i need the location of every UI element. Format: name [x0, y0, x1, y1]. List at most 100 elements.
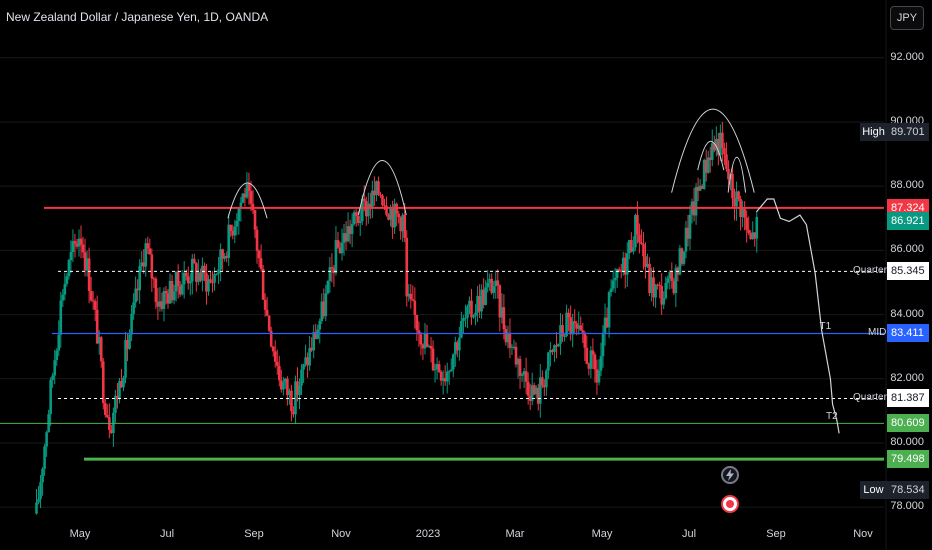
candle-body [731, 173, 734, 199]
x-tick-label: Sep [766, 528, 786, 540]
candle-body [369, 203, 372, 209]
candle-body [379, 194, 382, 196]
candle-body [599, 356, 603, 371]
candle-body [559, 325, 562, 344]
candle-body [557, 343, 560, 347]
candle-body [273, 351, 277, 362]
candle-body [520, 374, 524, 376]
currency-button[interactable]: JPY [890, 6, 924, 30]
candle-body [197, 272, 200, 282]
candle-body [538, 377, 542, 404]
candle-body [490, 278, 494, 293]
candle-body [106, 414, 109, 418]
candle-body [144, 243, 148, 267]
candle-body [377, 181, 380, 195]
target-annotation: T2 [826, 411, 838, 423]
candle-body [290, 390, 293, 412]
candle-body [492, 286, 496, 293]
candle-body [160, 301, 164, 309]
candle-body [634, 215, 637, 248]
candle-body [686, 227, 690, 239]
candle-body [255, 229, 259, 251]
event-marker-icon[interactable] [721, 495, 739, 513]
candle-body [399, 217, 402, 232]
candle-body [700, 185, 704, 189]
candle-body [213, 274, 216, 283]
level-label: MID [868, 327, 887, 339]
candle-body [184, 272, 188, 277]
candle-body [684, 227, 688, 252]
x-tick-label: Sep [244, 528, 264, 540]
candle-body [528, 395, 532, 401]
candle-body [601, 332, 605, 357]
candle-body [563, 336, 566, 338]
candle-body [83, 252, 87, 271]
candle-body [419, 334, 423, 345]
candle-body [619, 270, 623, 272]
candle-body [340, 242, 344, 254]
candle-body [41, 468, 44, 483]
candle-body [172, 291, 176, 301]
candle-body [132, 302, 135, 314]
candle-body [506, 332, 510, 343]
candle-body [439, 371, 443, 381]
candle-body [101, 361, 105, 404]
candle-body [672, 280, 676, 294]
candle-body [263, 299, 267, 310]
candle-body [352, 212, 356, 224]
candle-body [168, 280, 172, 304]
candle-body [664, 283, 668, 299]
candle-body [180, 284, 184, 295]
candle-body [745, 217, 748, 230]
candle-body [644, 256, 647, 267]
candle-body [207, 279, 210, 292]
candle-body [225, 255, 228, 258]
candle-body [555, 345, 558, 347]
candle-body [427, 346, 431, 348]
candle-body [727, 168, 730, 180]
candle-body [478, 295, 481, 312]
candle-body [328, 267, 332, 281]
candle-body [753, 232, 757, 239]
candle-body [704, 159, 708, 173]
candle-body [733, 198, 736, 207]
candle-body [488, 278, 492, 283]
candle-body [241, 193, 245, 203]
candle-body [638, 234, 641, 243]
pattern-arc [227, 182, 268, 219]
candle-body [314, 332, 318, 339]
candle-body [666, 278, 670, 284]
candle-body [375, 181, 378, 196]
lightning-event-icon[interactable] [721, 466, 739, 484]
candle-body [223, 255, 226, 259]
pattern-arc [357, 160, 407, 216]
candle-body [577, 325, 581, 329]
x-tick-label: 2023 [415, 528, 441, 540]
candle-body [55, 350, 59, 361]
candle-body [57, 334, 61, 351]
candle-body [607, 292, 611, 328]
candle-body [346, 226, 350, 242]
candle-body [407, 293, 411, 297]
candle-body [632, 247, 635, 252]
candle-body [267, 315, 271, 331]
candle-body [152, 278, 156, 280]
candle-body [219, 249, 222, 270]
candle-body [118, 381, 121, 399]
candle-body [316, 329, 320, 339]
candle-body [623, 257, 627, 275]
candle-body [217, 269, 220, 274]
candle-body [215, 273, 218, 275]
candle-body [587, 363, 591, 369]
candle-body [97, 337, 101, 344]
candle-body [526, 381, 530, 396]
candle-body [636, 215, 639, 235]
candle-body [120, 381, 123, 388]
price-tag: 85.345 [887, 262, 929, 281]
x-tick-label: Nov [853, 528, 873, 540]
candle-body [654, 284, 657, 298]
candle-body [188, 281, 192, 284]
candle-body [429, 346, 433, 349]
candle-body [205, 273, 208, 292]
